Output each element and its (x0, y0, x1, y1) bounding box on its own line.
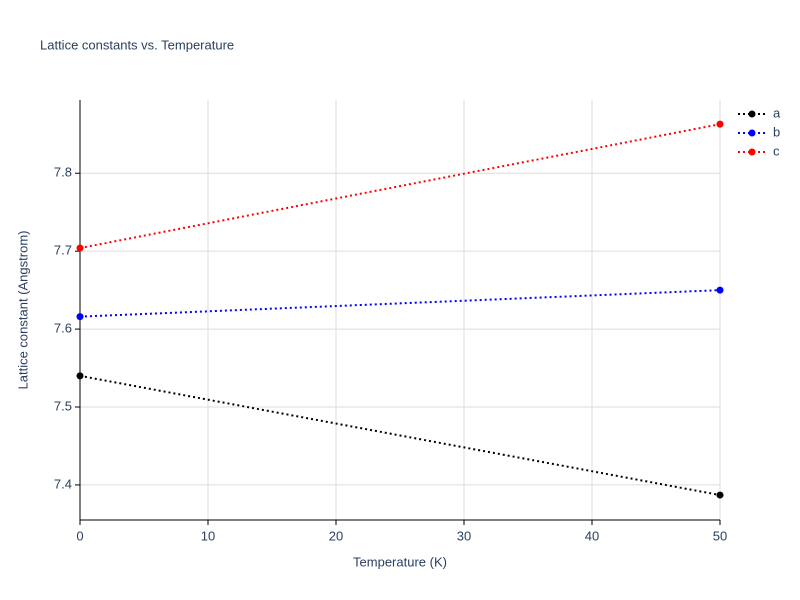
legend-label: b (773, 124, 780, 139)
y-tick-label: 7.7 (54, 243, 72, 258)
y-tick-label: 7.5 (54, 398, 72, 413)
x-tick-label: 50 (713, 528, 727, 543)
series-marker (716, 491, 724, 499)
series-marker (716, 286, 724, 294)
series-marker (76, 244, 84, 252)
series-marker (76, 313, 84, 321)
x-tick-label: 0 (76, 528, 83, 543)
y-tick-label: 7.4 (54, 476, 72, 491)
x-tick-label: 30 (457, 528, 471, 543)
legend-marker (748, 148, 756, 156)
legend-marker (748, 129, 756, 137)
legend-label: c (773, 143, 780, 158)
series-marker (76, 372, 84, 380)
y-tick-label: 7.6 (54, 321, 72, 336)
series-marker (716, 120, 724, 128)
x-tick-label: 40 (585, 528, 599, 543)
legend-label: a (773, 105, 781, 120)
x-tick-label: 10 (201, 528, 215, 543)
series-line (79, 123, 721, 250)
y-axis-title: Lattice constant (Angstrom) (15, 231, 30, 390)
x-tick-label: 20 (329, 528, 343, 543)
legend-marker (748, 110, 756, 118)
chart-title: Lattice constants vs. Temperature (40, 37, 234, 52)
series-line (79, 289, 721, 318)
y-tick-label: 7.8 (54, 165, 72, 180)
x-axis-title: Temperature (K) (353, 554, 447, 569)
series-line (79, 374, 721, 497)
